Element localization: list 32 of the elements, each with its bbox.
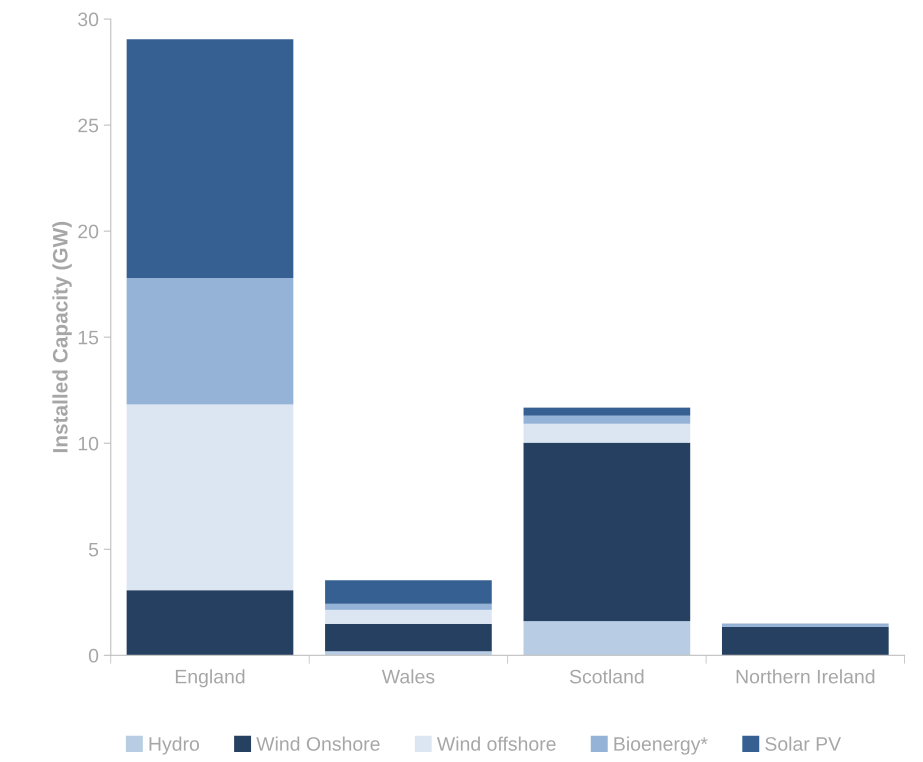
legend-label: Bioenergy* (614, 736, 708, 755)
bar (722, 626, 889, 656)
bar (126, 404, 294, 590)
bar (126, 39, 294, 278)
x-tick-label: Scotland (570, 669, 644, 684)
legend-label: Wind Onshore (256, 736, 380, 751)
legend-label: Solar PV (765, 736, 842, 751)
bar (325, 624, 492, 652)
bar (524, 424, 690, 443)
x-tick-label: Wales (382, 669, 434, 684)
bar (722, 624, 889, 627)
bar (325, 580, 492, 604)
y-tick-label: 0 (88, 648, 98, 663)
y-tick-label: 5 (88, 542, 98, 557)
x-tick-label: England (176, 669, 244, 688)
legend-label: Hydro (150, 736, 200, 755)
bar (126, 590, 294, 656)
y-axis-title: Installed Capacity (GW) (52, 222, 72, 452)
y-tick-label: 25 (78, 118, 98, 132)
bar (325, 610, 492, 624)
bar (524, 621, 690, 656)
y-tick-label: 10 (78, 436, 98, 450)
bar (126, 278, 294, 404)
bar (524, 415, 690, 424)
bar (524, 442, 690, 622)
bar (325, 604, 492, 610)
bar (524, 408, 690, 416)
x-tick-label: Northern Ireland (736, 669, 874, 684)
y-tick-label: 15 (78, 330, 98, 344)
y-tick-label: 20 (78, 224, 98, 238)
y-tick-label: 30 (78, 12, 98, 26)
legend-label: Wind offshore (436, 736, 556, 751)
